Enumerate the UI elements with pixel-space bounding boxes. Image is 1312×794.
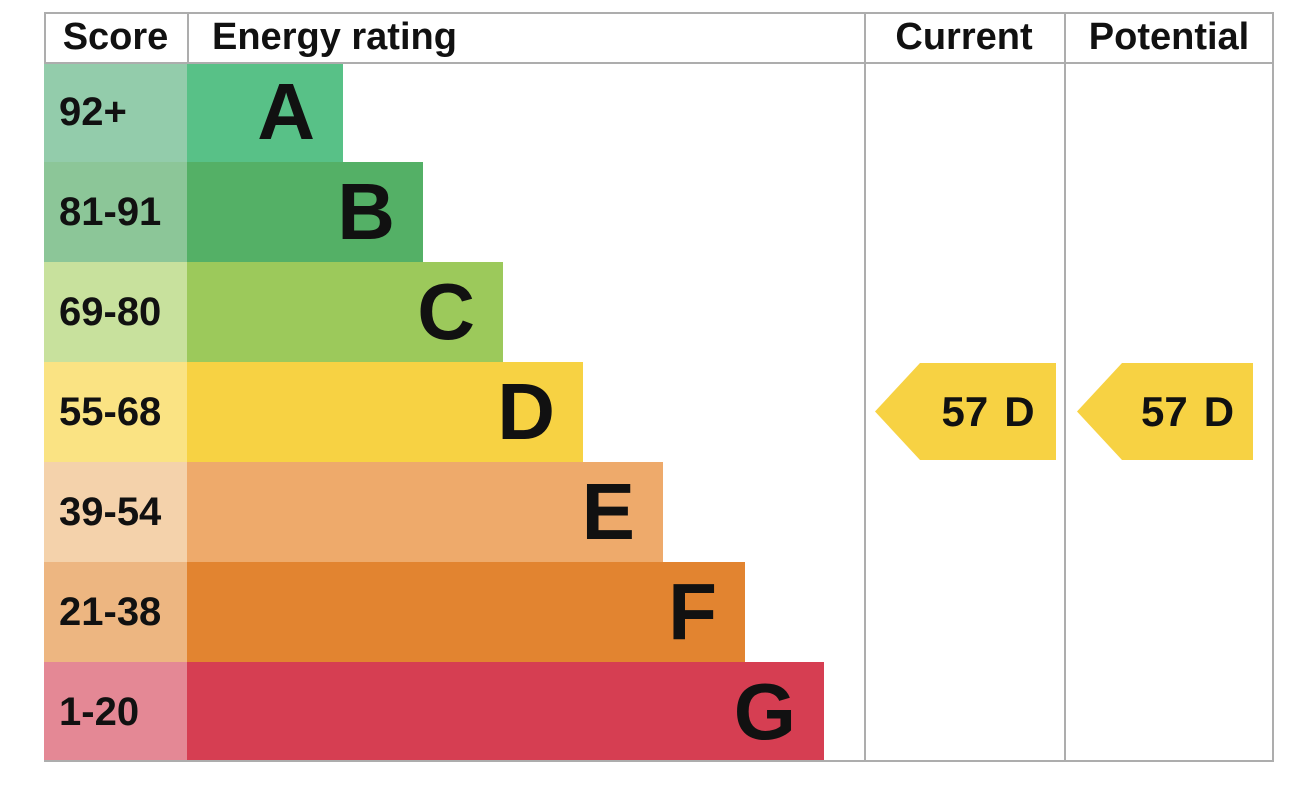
current-rating-score: 57 — [941, 387, 989, 435]
rating-bar-c: C — [187, 262, 503, 362]
score-range-f: 21-38 — [44, 562, 187, 662]
column-header-current: Current — [895, 16, 1033, 58]
current-column-right-border — [1064, 12, 1066, 762]
rating-bar-e: E — [187, 462, 663, 562]
band-letter-f: F — [668, 567, 717, 656]
epc-table: Score Energy rating Current Potential 92… — [44, 12, 1274, 762]
score-column-divider — [187, 12, 189, 64]
score-range-b: 81-91 — [44, 162, 187, 262]
band-letter-a: A — [257, 67, 315, 156]
band-letter-b: B — [337, 167, 395, 256]
score-range-c: 69-80 — [44, 262, 187, 362]
potential-column-right-border — [1272, 12, 1274, 762]
band-row-e: 39-54 E — [44, 462, 1274, 562]
rating-bar-g: G — [187, 662, 824, 762]
score-range-g: 1-20 — [44, 662, 187, 762]
column-header-potential: Potential — [1088, 16, 1250, 58]
band-row-c: 69-80 C — [44, 262, 1274, 362]
band-row-d: 55-68 D — [44, 362, 1274, 462]
score-range-d: 55-68 — [44, 362, 187, 462]
current-rating-arrow: 57 D — [875, 363, 1056, 460]
header-left-border — [44, 12, 46, 64]
current-column-left-border — [864, 12, 866, 762]
band-letter-e: E — [581, 467, 635, 556]
score-range-e: 39-54 — [44, 462, 187, 562]
column-header-score: Score — [62, 16, 169, 58]
band-letter-c: C — [417, 267, 475, 356]
rating-bar-b: B — [187, 162, 423, 262]
rating-bar-f: F — [187, 562, 745, 662]
header-bottom-border — [44, 62, 1274, 64]
band-letter-d: D — [497, 367, 555, 456]
band-row-f: 21-38 F — [44, 562, 1274, 662]
potential-rating-band: D — [1203, 387, 1235, 435]
rating-bar-a: A — [187, 62, 343, 162]
rating-bar-d: D — [187, 362, 583, 462]
band-letter-g: G — [733, 667, 796, 756]
current-rating-band: D — [1004, 387, 1035, 435]
band-row-b: 81-91 B — [44, 162, 1274, 262]
band-row-a: 92+ A — [44, 62, 1274, 162]
potential-rating-score: 57 — [1140, 387, 1188, 435]
score-range-a: 92+ — [44, 62, 187, 162]
table-bottom-border — [44, 760, 1274, 762]
table-top-border — [44, 12, 1274, 14]
column-header-energy-rating: Energy rating — [212, 16, 457, 58]
band-row-g: 1-20 G — [44, 662, 1274, 762]
